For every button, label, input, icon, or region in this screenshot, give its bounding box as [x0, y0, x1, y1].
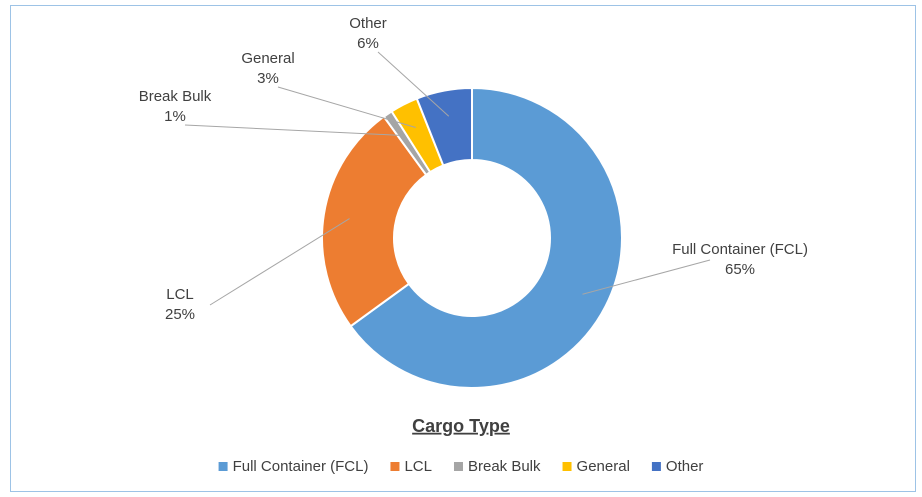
legend-label: Other	[666, 458, 704, 475]
leader-line	[582, 259, 711, 295]
data-label-name: Break Bulk	[139, 88, 212, 105]
donut-slice	[349, 86, 623, 389]
donut-slice	[321, 115, 428, 328]
legend-label: General	[577, 458, 630, 475]
leader-line	[277, 86, 416, 128]
legend-label: LCL	[404, 458, 432, 475]
legend-marker	[651, 462, 661, 471]
leader-line	[184, 124, 403, 136]
data-label-name: LCL	[166, 286, 194, 303]
legend-label: Full Container (FCL)	[233, 458, 369, 475]
data-label-name: Other	[349, 15, 387, 32]
legend-marker	[390, 462, 400, 471]
leader-line	[377, 51, 450, 117]
data-label-name: General	[241, 50, 294, 67]
data-label-name: Full Container (FCL)	[672, 241, 808, 258]
legend-label: Break Bulk	[468, 458, 541, 475]
data-label-value: 1%	[164, 108, 186, 125]
data-label-value: 65%	[725, 261, 755, 278]
chart-border	[10, 5, 916, 492]
donut-slice	[415, 86, 473, 167]
data-label-value: 25%	[165, 306, 195, 323]
legend-marker	[562, 462, 572, 471]
data-label-value: 3%	[257, 70, 279, 87]
legend-marker	[218, 462, 228, 471]
data-label-value: 6%	[357, 35, 379, 52]
leader-line	[209, 218, 350, 306]
chart-title: Cargo Type	[412, 416, 510, 436]
legend-marker	[453, 462, 463, 471]
